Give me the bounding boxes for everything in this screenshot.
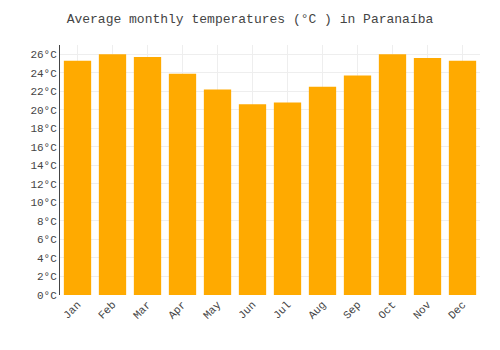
svg-text:0°C: 0°C bbox=[37, 290, 57, 302]
svg-text:Nov: Nov bbox=[411, 299, 434, 322]
svg-text:20°C: 20°C bbox=[30, 105, 57, 117]
svg-text:Oct: Oct bbox=[376, 299, 398, 321]
svg-text:24°C: 24°C bbox=[30, 68, 57, 80]
svg-text:12°C: 12°C bbox=[30, 179, 57, 191]
svg-text:Jul: Jul bbox=[271, 299, 293, 321]
svg-text:Apr: Apr bbox=[166, 299, 188, 321]
svg-text:Jan: Jan bbox=[61, 299, 83, 321]
svg-text:18°C: 18°C bbox=[30, 123, 57, 135]
svg-text:22°C: 22°C bbox=[30, 86, 57, 98]
svg-text:8°C: 8°C bbox=[37, 216, 57, 228]
svg-text:Aug: Aug bbox=[306, 299, 328, 321]
svg-text:Dec: Dec bbox=[446, 299, 468, 321]
svg-text:14°C: 14°C bbox=[30, 160, 57, 172]
svg-text:16°C: 16°C bbox=[30, 142, 57, 154]
svg-text:Average monthly temperatures (: Average monthly temperatures (°C ) in Pa… bbox=[67, 12, 434, 27]
svg-text:4°C: 4°C bbox=[37, 253, 57, 265]
svg-text:May: May bbox=[201, 299, 224, 322]
svg-text:2°C: 2°C bbox=[37, 271, 57, 283]
svg-text:6°C: 6°C bbox=[37, 234, 57, 246]
svg-text:Feb: Feb bbox=[96, 299, 118, 321]
svg-text:Mar: Mar bbox=[131, 299, 153, 321]
svg-text:Sep: Sep bbox=[341, 299, 363, 321]
svg-text:Jun: Jun bbox=[236, 299, 258, 321]
svg-text:26°C: 26°C bbox=[30, 49, 57, 61]
svg-text:10°C: 10°C bbox=[30, 197, 57, 209]
